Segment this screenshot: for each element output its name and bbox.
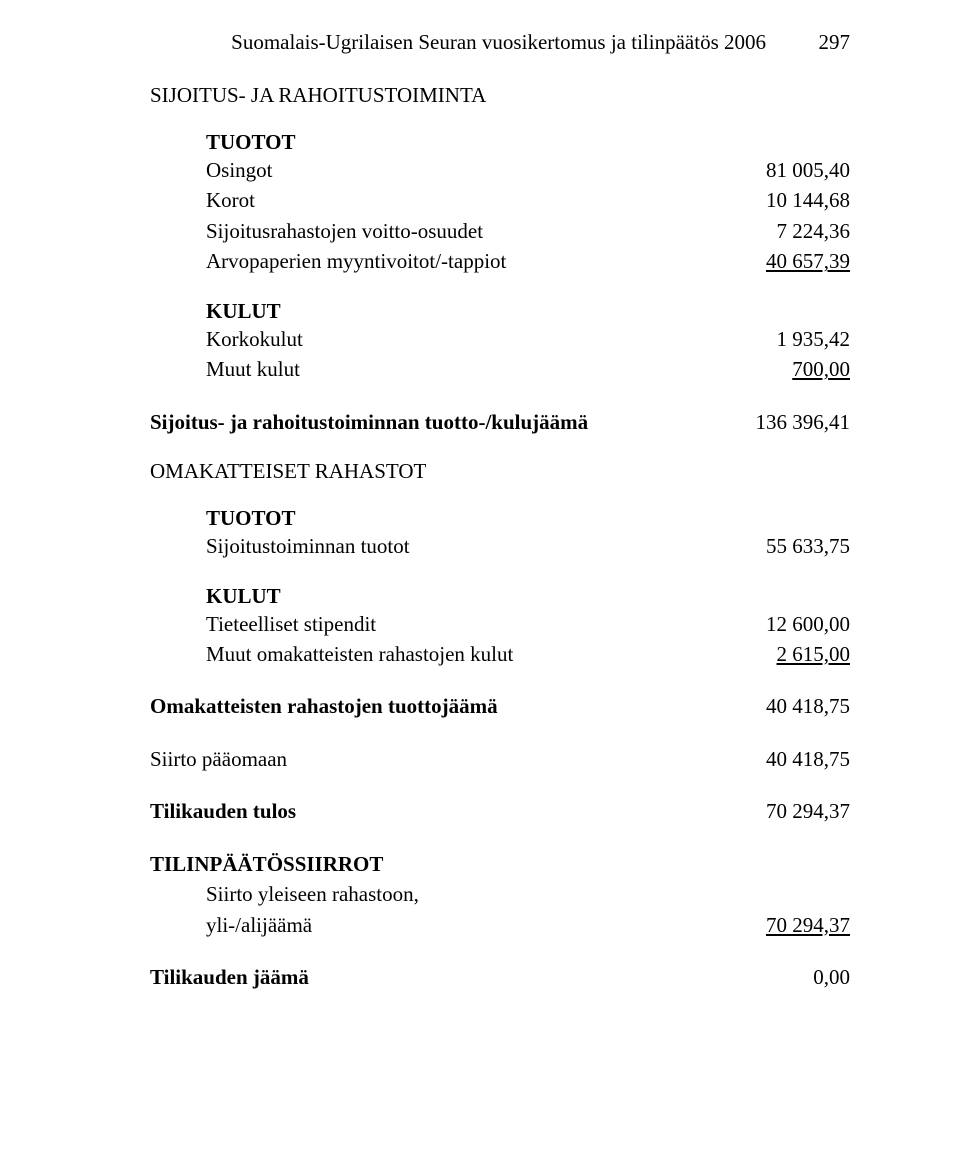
sij-rah-kulut-group: KULUT Korkokulut 1 935,42 Muut kulut 700… (150, 299, 850, 385)
page: Suomalais-Ugrilaisen Seuran vuosikertomu… (0, 0, 960, 1032)
row-yli-ali: yli-/alijäämä 70 294,37 (150, 910, 850, 940)
stipendit-label: Tieteelliset stipendit (206, 609, 700, 639)
section-sij-rah-title: SIJOITUS- JA RAHOITUSTOIMINTA (150, 83, 850, 108)
sij-rah-tuotot-label: TUOTOT (206, 130, 850, 155)
row-siirto-paaomaan: Siirto pääomaan 40 418,75 (150, 744, 850, 774)
sij-voitto-label: Sijoitusrahastojen voitto-osuudet (206, 216, 700, 246)
muut-kulut-label: Muut kulut (206, 354, 700, 384)
tilinpaatossiirrot-title: TILINPÄÄTÖSSIIRROT (150, 849, 700, 879)
header-page-number: 297 (810, 30, 850, 55)
siirto-paaomaan-label: Siirto pääomaan (150, 744, 700, 774)
tilikauden-tulos-value: 70 294,37 (700, 796, 850, 826)
tilikauden-jaama-value: 0,00 (700, 962, 850, 992)
row-stipendit: Tieteelliset stipendit 12 600,00 (150, 609, 850, 639)
row-muut-kulut: Muut kulut 700,00 (150, 354, 850, 384)
siirto-paaomaan-value: 40 418,75 (700, 744, 850, 774)
osingot-label: Osingot (206, 155, 700, 185)
muut-oma-label: Muut omakatteisten rahastojen kulut (206, 639, 700, 669)
row-osingot: Osingot 81 005,40 (150, 155, 850, 185)
tilikauden-jaama-label: Tilikauden jäämä (150, 962, 700, 992)
row-oma-jaama: Omakatteisten rahastojen tuottojäämä 40 … (150, 691, 850, 721)
oma-kulut-label: KULUT (206, 584, 850, 609)
row-muut-oma: Muut omakatteisten rahastojen kulut 2 61… (150, 639, 850, 669)
row-siirto-yleiseen: Siirto yleiseen rahastoon, (150, 879, 850, 909)
header-title: Suomalais-Ugrilaisen Seuran vuosikertomu… (231, 30, 766, 55)
stipendit-value: 12 600,00 (700, 609, 850, 639)
row-tilikauden-tulos: Tilikauden tulos 70 294,37 (150, 796, 850, 826)
row-oma-sij-tuotot: Sijoitustoiminnan tuotot 55 633,75 (150, 531, 850, 561)
korot-label: Korot (206, 185, 700, 215)
tilinpaatossiirrot-group: TILINPÄÄTÖSSIIRROT Siirto yleiseen rahas… (150, 849, 850, 940)
sij-voitto-value: 7 224,36 (700, 216, 850, 246)
oma-jaama-label: Omakatteisten rahastojen tuottojäämä (150, 691, 700, 721)
oma-tuotot-group: TUOTOT Sijoitustoiminnan tuotot 55 633,7… (150, 506, 850, 561)
oma-sij-tuotot-label: Sijoitustoiminnan tuotot (206, 531, 700, 561)
row-tilikauden-jaama: Tilikauden jäämä 0,00 (150, 962, 850, 992)
muut-oma-value: 2 615,00 (700, 639, 850, 669)
row-sij-voitto: Sijoitusrahastojen voitto-osuudet 7 224,… (150, 216, 850, 246)
row-arvopaperit: Arvopaperien myyntivoitot/-tappiot 40 65… (150, 246, 850, 276)
korkokulut-label: Korkokulut (206, 324, 700, 354)
row-korot: Korot 10 144,68 (150, 185, 850, 215)
oma-sij-tuotot-value: 55 633,75 (700, 531, 850, 561)
sij-rah-kulut-label: KULUT (206, 299, 850, 324)
oma-kulut-group: KULUT Tieteelliset stipendit 12 600,00 M… (150, 584, 850, 670)
page-header: Suomalais-Ugrilaisen Seuran vuosikertomu… (150, 30, 850, 55)
arvopaperit-label: Arvopaperien myyntivoitot/-tappiot (206, 246, 700, 276)
yli-ali-value: 70 294,37 (700, 910, 850, 940)
row-korkokulut: Korkokulut 1 935,42 (150, 324, 850, 354)
osingot-value: 81 005,40 (700, 155, 850, 185)
row-tilinpaatossiirrot-title: TILINPÄÄTÖSSIIRROT (150, 849, 850, 879)
sij-rah-tuotot-group: TUOTOT Osingot 81 005,40 Korot 10 144,68… (150, 130, 850, 277)
siirto-yleiseen-label: Siirto yleiseen rahastoon, (206, 879, 700, 909)
yli-ali-label: yli-/alijäämä (206, 910, 700, 940)
section-omakatteiset-title: OMAKATTEISET RAHASTOT (150, 459, 850, 484)
oma-tuotot-label: TUOTOT (206, 506, 850, 531)
muut-kulut-value: 700,00 (700, 354, 850, 384)
sij-rah-jaama-value: 136 396,41 (700, 407, 850, 437)
sij-rah-jaama-label: Sijoitus- ja rahoitustoiminnan tuotto-/k… (150, 407, 700, 437)
korot-value: 10 144,68 (700, 185, 850, 215)
korkokulut-value: 1 935,42 (700, 324, 850, 354)
row-sij-rah-jaama: Sijoitus- ja rahoitustoiminnan tuotto-/k… (150, 407, 850, 437)
tilikauden-tulos-label: Tilikauden tulos (150, 796, 700, 826)
oma-jaama-value: 40 418,75 (700, 691, 850, 721)
arvopaperit-value: 40 657,39 (700, 246, 850, 276)
